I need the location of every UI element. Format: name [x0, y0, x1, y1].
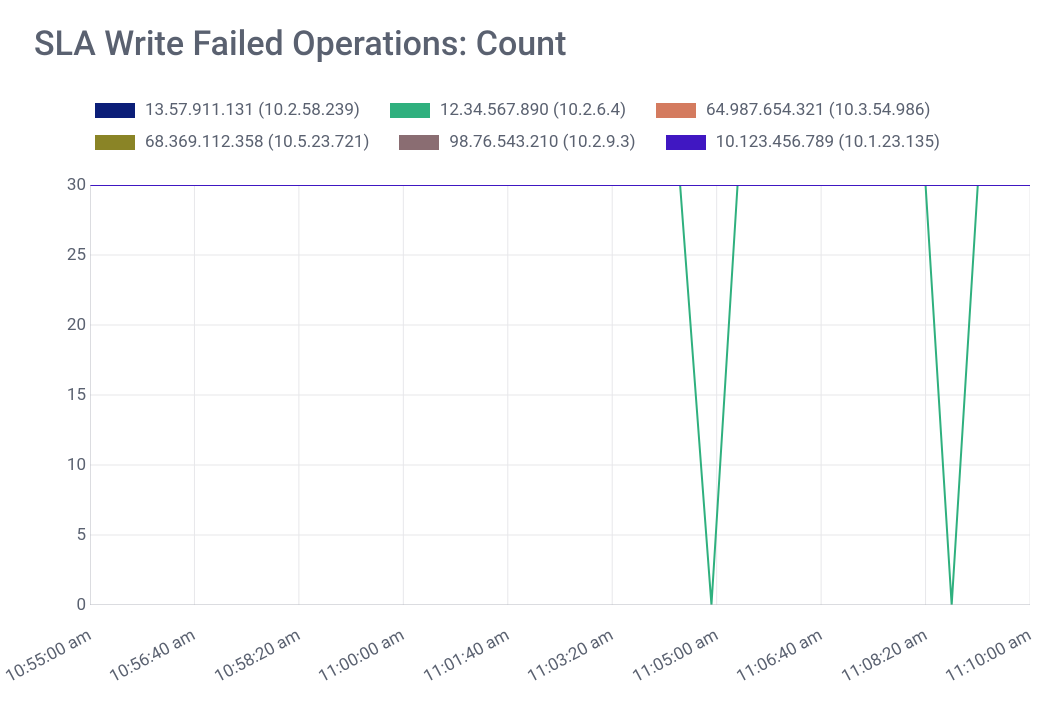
legend-swatch-icon: [399, 135, 439, 150]
x-tick-label: 10:58:20 am: [211, 625, 303, 687]
plot-svg: [90, 185, 1030, 605]
y-tick-label: 30: [67, 175, 86, 195]
chart-legend: 13.57.911.131 (10.2.58.239) 12.34.567.89…: [95, 100, 995, 152]
legend-label: 98.76.543.210 (10.2.9.3): [449, 132, 635, 152]
y-tick-label: 0: [76, 595, 86, 615]
legend-swatch-icon: [666, 135, 706, 150]
legend-item: 13.57.911.131 (10.2.58.239): [95, 100, 360, 120]
plot-area: [90, 185, 1030, 605]
legend-label: 12.34.567.890 (10.2.6.4): [440, 100, 626, 120]
legend-swatch-icon: [390, 103, 430, 118]
legend-label: 10.123.456.789 (10.1.23.135): [716, 132, 940, 152]
chart-container: SLA Write Failed Operations: Count 13.57…: [0, 0, 1058, 722]
y-tick-label: 5: [76, 525, 86, 545]
x-tick-label: 11:05:00 am: [629, 625, 721, 687]
chart-title: SLA Write Failed Operations: Count: [34, 24, 566, 64]
legend-item: 64.987.654.321 (10.3.54.986): [656, 100, 930, 120]
legend-swatch-icon: [95, 103, 135, 118]
x-tick-label: 11:08:20 am: [838, 625, 930, 687]
legend-label: 64.987.654.321 (10.3.54.986): [706, 100, 930, 120]
legend-swatch-icon: [656, 103, 696, 118]
y-axis: 051015202530: [50, 185, 86, 605]
x-tick-label: 10:56:40 am: [107, 625, 199, 687]
legend-item: 10.123.456.789 (10.1.23.135): [666, 132, 940, 152]
legend-item: 12.34.567.890 (10.2.6.4): [390, 100, 626, 120]
x-tick-label: 10:55:00 am: [2, 625, 94, 687]
legend-item: 98.76.543.210 (10.2.9.3): [399, 132, 635, 152]
x-tick-label: 11:00:00 am: [316, 625, 408, 687]
y-tick-label: 15: [67, 385, 86, 405]
legend-item: 68.369.112.358 (10.5.23.721): [95, 132, 369, 152]
x-tick-label: 11:01:40 am: [420, 625, 512, 687]
x-tick-label: 11:03:20 am: [525, 625, 617, 687]
legend-swatch-icon: [95, 135, 135, 150]
grid-group: [90, 185, 1030, 605]
y-tick-label: 10: [67, 455, 86, 475]
legend-label: 13.57.911.131 (10.2.58.239): [145, 100, 360, 120]
y-tick-label: 25: [67, 245, 86, 265]
y-tick-label: 20: [67, 315, 86, 335]
legend-label: 68.369.112.358 (10.5.23.721): [145, 132, 369, 152]
x-tick-label: 11:06:40 am: [733, 625, 825, 687]
x-tick-label: 11:10:00 am: [942, 625, 1034, 687]
